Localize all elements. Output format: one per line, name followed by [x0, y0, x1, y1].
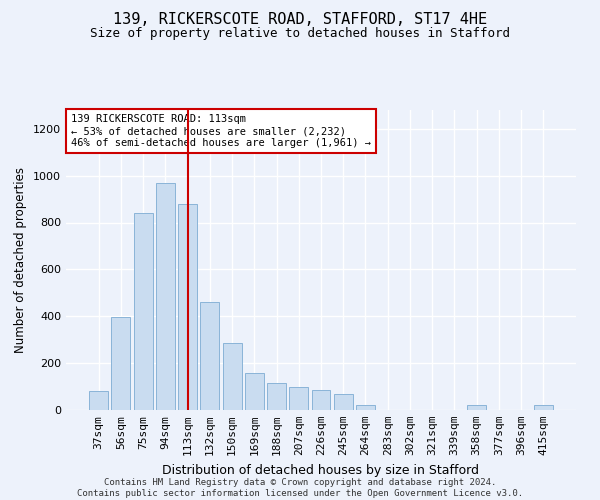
Bar [334, 394, 353, 410]
Bar [245, 372, 264, 410]
Bar [356, 406, 375, 410]
Text: Size of property relative to detached houses in Stafford: Size of property relative to detached ho… [90, 28, 510, 40]
Text: 139, RICKERSCOTE ROAD, STAFFORD, ST17 4HE: 139, RICKERSCOTE ROAD, STAFFORD, ST17 4H… [113, 12, 487, 28]
X-axis label: Distribution of detached houses by size in Stafford: Distribution of detached houses by size … [163, 464, 479, 476]
Bar [289, 386, 308, 410]
Bar [112, 318, 130, 410]
Bar [178, 204, 197, 410]
Text: Contains HM Land Registry data © Crown copyright and database right 2024.
Contai: Contains HM Land Registry data © Crown c… [77, 478, 523, 498]
Bar [267, 383, 286, 410]
Bar [134, 213, 152, 410]
Bar [467, 406, 486, 410]
Bar [200, 302, 219, 410]
Bar [534, 406, 553, 410]
Y-axis label: Number of detached properties: Number of detached properties [14, 167, 28, 353]
Bar [223, 343, 242, 410]
Bar [89, 391, 108, 410]
Bar [156, 182, 175, 410]
Text: 139 RICKERSCOTE ROAD: 113sqm
← 53% of detached houses are smaller (2,232)
46% of: 139 RICKERSCOTE ROAD: 113sqm ← 53% of de… [71, 114, 371, 148]
Bar [311, 390, 331, 410]
